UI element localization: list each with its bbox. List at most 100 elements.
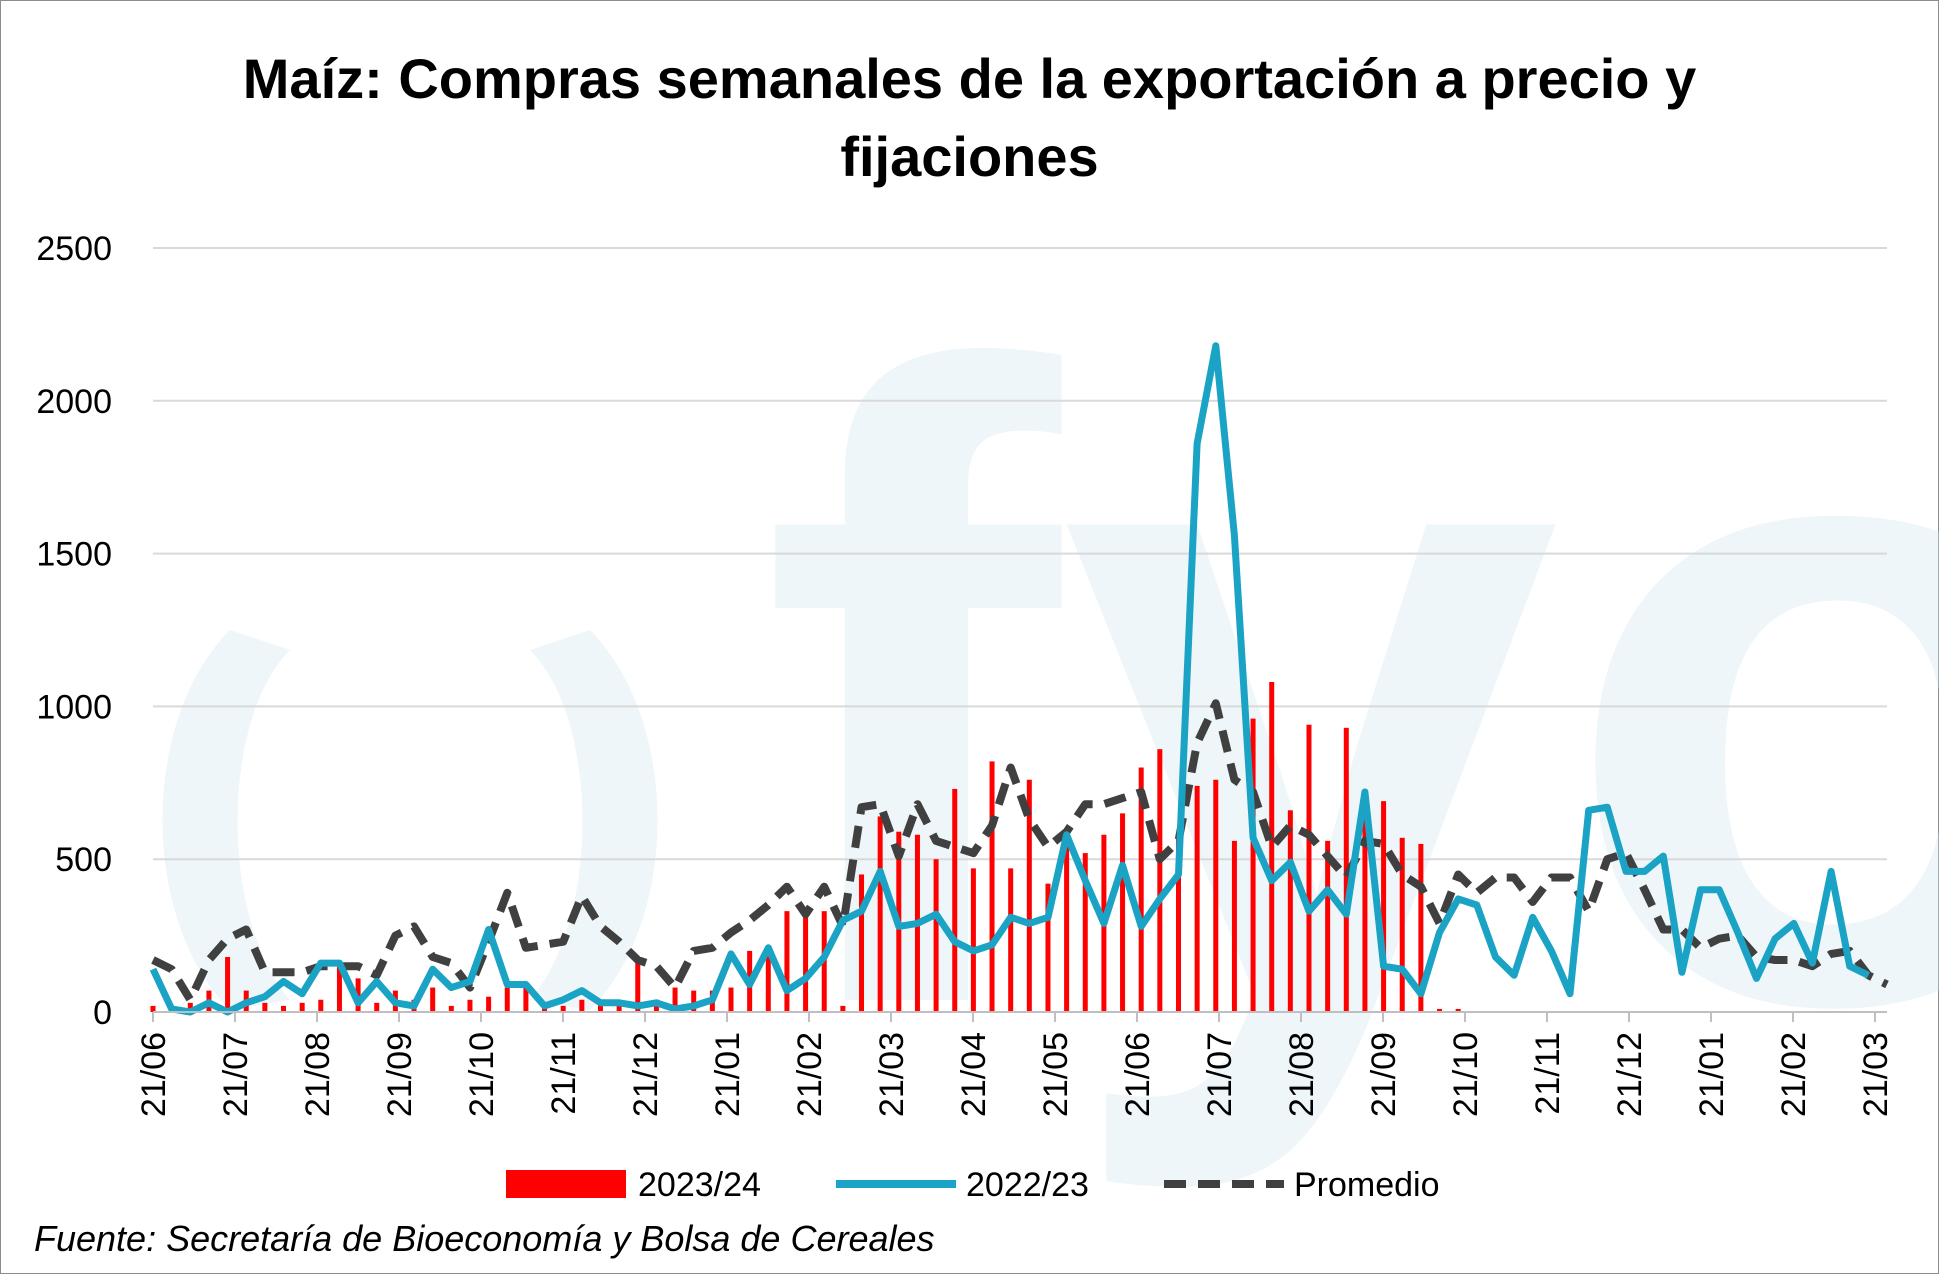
x-tick-label: 21/03 bbox=[873, 1032, 911, 1117]
legend-label-promedio: Promedio bbox=[1294, 1166, 1440, 1204]
bar-2023-24 bbox=[877, 816, 883, 1012]
bar-2023-24 bbox=[1437, 1008, 1443, 1012]
bar-2023-24 bbox=[318, 999, 324, 1012]
y-tick-label: 1000 bbox=[36, 688, 112, 726]
bar-2023-24 bbox=[1045, 883, 1051, 1012]
source-note: Fuente: Secretaría de Bioeconomía y Bols… bbox=[34, 1218, 935, 1259]
y-axis-tick-labels: 0 500 1000 1500 2000 2500 bbox=[36, 230, 112, 1032]
x-tick-label: 21/08 bbox=[299, 1032, 337, 1117]
x-tick-label: 21/11 bbox=[545, 1032, 583, 1115]
bar-2023-24 bbox=[281, 1005, 287, 1012]
bar-2023-24 bbox=[1362, 819, 1368, 1012]
bar-2023-24 bbox=[1325, 840, 1331, 1012]
bar-2023-24 bbox=[1064, 831, 1070, 1012]
legend-swatch-2023-24 bbox=[506, 1170, 626, 1198]
bar-2023-24 bbox=[803, 917, 809, 1012]
x-tick-label: 21/07 bbox=[1201, 1032, 1239, 1117]
bar-2023-24 bbox=[1250, 718, 1256, 1012]
legend-label-2022-23: 2022/23 bbox=[966, 1166, 1089, 1204]
bar-2023-24 bbox=[1120, 813, 1126, 1012]
bar-2023-24 bbox=[970, 868, 976, 1012]
x-tick-label: 21/02 bbox=[791, 1032, 829, 1117]
bar-2023-24 bbox=[486, 996, 492, 1012]
x-tick-label: 21/10 bbox=[1447, 1032, 1485, 1117]
legend-label-2023-24: 2023/24 bbox=[638, 1166, 761, 1204]
y-gridlines bbox=[153, 247, 1887, 861]
bar-2023-24 bbox=[1175, 834, 1181, 1012]
bar-2023-24 bbox=[1381, 801, 1387, 1012]
x-tick-label: 21/07 bbox=[217, 1032, 255, 1117]
x-tick-label: 21/02 bbox=[1775, 1032, 1813, 1117]
bar-2023-24 bbox=[448, 1005, 454, 1012]
y-tick-label: 2500 bbox=[36, 230, 112, 268]
bar-2023-24 bbox=[989, 761, 995, 1012]
bar-2023-24 bbox=[374, 1002, 380, 1012]
bar-2023-24 bbox=[765, 947, 771, 1012]
x-tick-label: 21/01 bbox=[1693, 1032, 1731, 1117]
y-tick-label: 500 bbox=[55, 841, 112, 879]
line-2022-23 bbox=[149, 342, 1870, 1016]
bar-2023-24 bbox=[840, 1005, 846, 1012]
y-tick-label: 2000 bbox=[36, 383, 112, 421]
bar-2023-24 bbox=[1008, 868, 1014, 1012]
line-promedio bbox=[151, 699, 1889, 1004]
x-tick-label: 21/10 bbox=[463, 1032, 501, 1117]
bar-2023-24 bbox=[467, 999, 473, 1012]
bar-2023-24 bbox=[560, 1005, 566, 1012]
bar-2023-24 bbox=[504, 987, 510, 1012]
watermark-left-bracket bbox=[162, 630, 290, 1010]
x-tick-label: 21/01 bbox=[709, 1032, 747, 1117]
chart-title-line-2: fijaciones bbox=[840, 125, 1099, 188]
x-tick-label: 21/11 bbox=[1529, 1032, 1567, 1115]
bar-2023-24 bbox=[1194, 785, 1200, 1012]
chart-title-line-1: Maíz: Compras semanales de la exportació… bbox=[242, 47, 1697, 110]
x-tick-label: 21/05 bbox=[1037, 1032, 1075, 1117]
bar-2023-24 bbox=[952, 788, 958, 1012]
bar-2023-24 bbox=[187, 1002, 193, 1012]
x-tick-label: 21/06 bbox=[1119, 1032, 1157, 1117]
bar-2023-24 bbox=[1026, 779, 1032, 1012]
bar-2023-24 bbox=[1306, 724, 1312, 1012]
y-tick-label: 1500 bbox=[36, 536, 112, 574]
bar-2023-24 bbox=[784, 911, 790, 1012]
x-tick-label: 21/03 bbox=[1857, 1032, 1895, 1117]
legend: 2023/24 2022/23 Promedio bbox=[506, 1166, 1440, 1204]
bar-2023-24 bbox=[616, 1002, 622, 1012]
bar-2023-24 bbox=[430, 987, 436, 1012]
bar-2023-24 bbox=[523, 984, 529, 1012]
bar-2023-24 bbox=[728, 987, 734, 1012]
bar-2023-24 bbox=[1455, 1008, 1461, 1012]
x-tick-label: 21/08 bbox=[1283, 1032, 1321, 1117]
x-tick-label: 21/04 bbox=[955, 1032, 993, 1117]
bar-2023-24 bbox=[299, 1002, 305, 1012]
bar-2023-24 bbox=[672, 987, 678, 1012]
y-tick-label: 0 bbox=[93, 994, 112, 1032]
bar-2023-24 bbox=[1231, 840, 1237, 1012]
x-tick-label: 21/06 bbox=[135, 1032, 173, 1117]
bar-2023-24 bbox=[1213, 779, 1219, 1012]
bar-2023-24 bbox=[1418, 843, 1424, 1012]
bar-2023-24 bbox=[225, 956, 231, 1012]
bar-2023-24 bbox=[691, 990, 697, 1012]
fyo-watermark: fyo bbox=[162, 185, 1939, 1197]
x-tick-label: 21/09 bbox=[1365, 1032, 1403, 1117]
bar-2023-24 bbox=[1157, 749, 1163, 1012]
x-tick-label: 21/12 bbox=[627, 1032, 665, 1117]
bar-2023-24 bbox=[150, 1005, 156, 1012]
x-tick-label: 21/12 bbox=[1611, 1032, 1649, 1117]
bar-2023-24 bbox=[597, 1002, 603, 1012]
bar-2023-24 bbox=[1138, 767, 1144, 1012]
bar-2023-24 bbox=[1399, 837, 1405, 1012]
bar-2023-24 bbox=[262, 1002, 268, 1012]
bar-2023-24 bbox=[1082, 853, 1088, 1012]
watermark-letters: fyo bbox=[760, 185, 1939, 1197]
bar-2023-24 bbox=[336, 963, 342, 1012]
x-tick-label: 21/09 bbox=[381, 1032, 419, 1117]
bar-2023-24 bbox=[859, 874, 865, 1012]
bar-2023-24 bbox=[1269, 681, 1275, 1012]
x-axis: 21/06 21/07 21/08 21/09 21/10 21/11 21/12 21/01… bbox=[135, 1011, 1895, 1117]
bar-2023-24 bbox=[579, 999, 585, 1012]
bar-2023-24 bbox=[933, 859, 939, 1012]
